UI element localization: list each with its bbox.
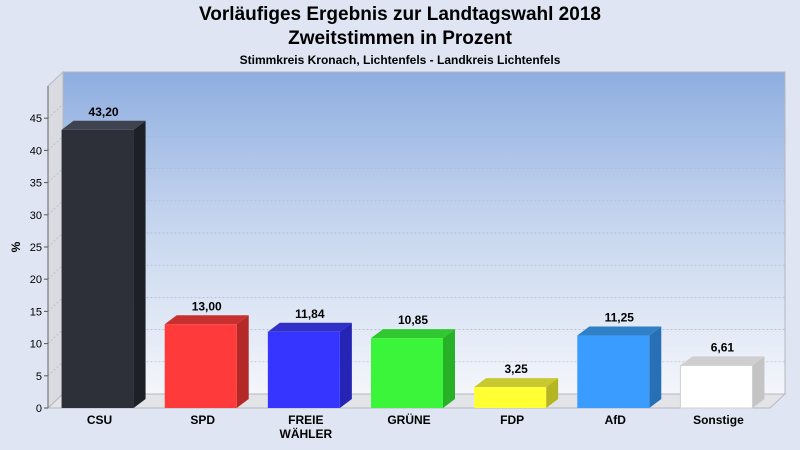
- bar-top: [61, 120, 146, 130]
- data-label: 43,20: [89, 105, 119, 119]
- x-tick-label: CSU: [87, 413, 112, 427]
- x-tick-label: GRÜNE: [387, 412, 430, 427]
- bar: [474, 387, 547, 408]
- bar-top: [474, 378, 559, 388]
- bar-side: [133, 120, 146, 409]
- gridline: [47, 103, 785, 119]
- bar: [61, 129, 134, 409]
- data-label: 6,61: [711, 340, 735, 354]
- chart-subtitle-line: Zweitstimmen in Prozent: [288, 28, 512, 49]
- bar: [577, 335, 650, 408]
- bar-side: [649, 326, 662, 408]
- bar: [164, 324, 237, 408]
- x-tick-label: SPD: [190, 413, 215, 427]
- bar-top: [164, 315, 249, 325]
- bar-top: [577, 326, 662, 336]
- bar: [679, 364, 753, 409]
- data-label: 11,25: [605, 311, 635, 325]
- y-tick-label: 25: [30, 242, 42, 254]
- x-tick-label: FREIE WÄHLER: [280, 413, 333, 441]
- y-tick-label: 15: [30, 306, 42, 318]
- bar-side: [236, 315, 249, 408]
- x-tick-label: AfD: [605, 413, 627, 427]
- bar-side: [339, 322, 352, 408]
- y-tick-label: 30: [30, 210, 42, 222]
- y-tick-label: 35: [30, 178, 42, 190]
- data-label: 3,25: [504, 362, 528, 376]
- data-label: 13,00: [192, 299, 222, 313]
- bar: [267, 331, 340, 408]
- y-tick-label: 20: [30, 274, 42, 286]
- y-tick-label: 40: [30, 145, 42, 157]
- bar-side: [443, 329, 455, 408]
- x-tick-label: FDP: [500, 413, 524, 427]
- bar-side: [546, 378, 559, 408]
- data-label: 11,84: [295, 307, 325, 321]
- bar-top: [267, 322, 352, 332]
- bar: [371, 338, 443, 408]
- y-axis-label: %: [9, 241, 23, 252]
- y-tick-label: 10: [30, 339, 42, 351]
- y-tick-label: 0: [36, 403, 42, 415]
- bar-top: [371, 329, 455, 339]
- x-tick-label: Sonstige: [693, 413, 744, 427]
- bar-top: [680, 356, 765, 366]
- data-label: 10,85: [398, 313, 428, 327]
- bar-side: [752, 356, 765, 408]
- chart-subtitle: Stimmkreis Kronach, Lichtenfels - Landkr…: [239, 53, 561, 67]
- left-wall: [47, 70, 64, 410]
- y-tick-label: 5: [36, 371, 42, 383]
- chart-title: Vorläufiges Ergebnis zur Landtagswahl 20…: [199, 4, 601, 25]
- y-tick-label: 45: [30, 113, 42, 125]
